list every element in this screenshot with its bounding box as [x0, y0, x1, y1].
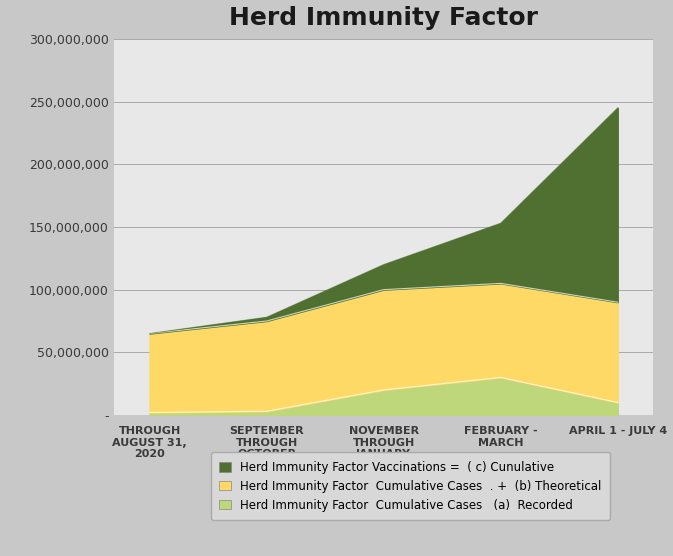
Title: Herd Immunity Factor: Herd Immunity Factor: [229, 6, 538, 30]
Legend: Herd Immunity Factor Vaccinations =  ( c) Cunulative, Herd Immunity Factor  Cumu: Herd Immunity Factor Vaccinations = ( c)…: [211, 453, 610, 520]
